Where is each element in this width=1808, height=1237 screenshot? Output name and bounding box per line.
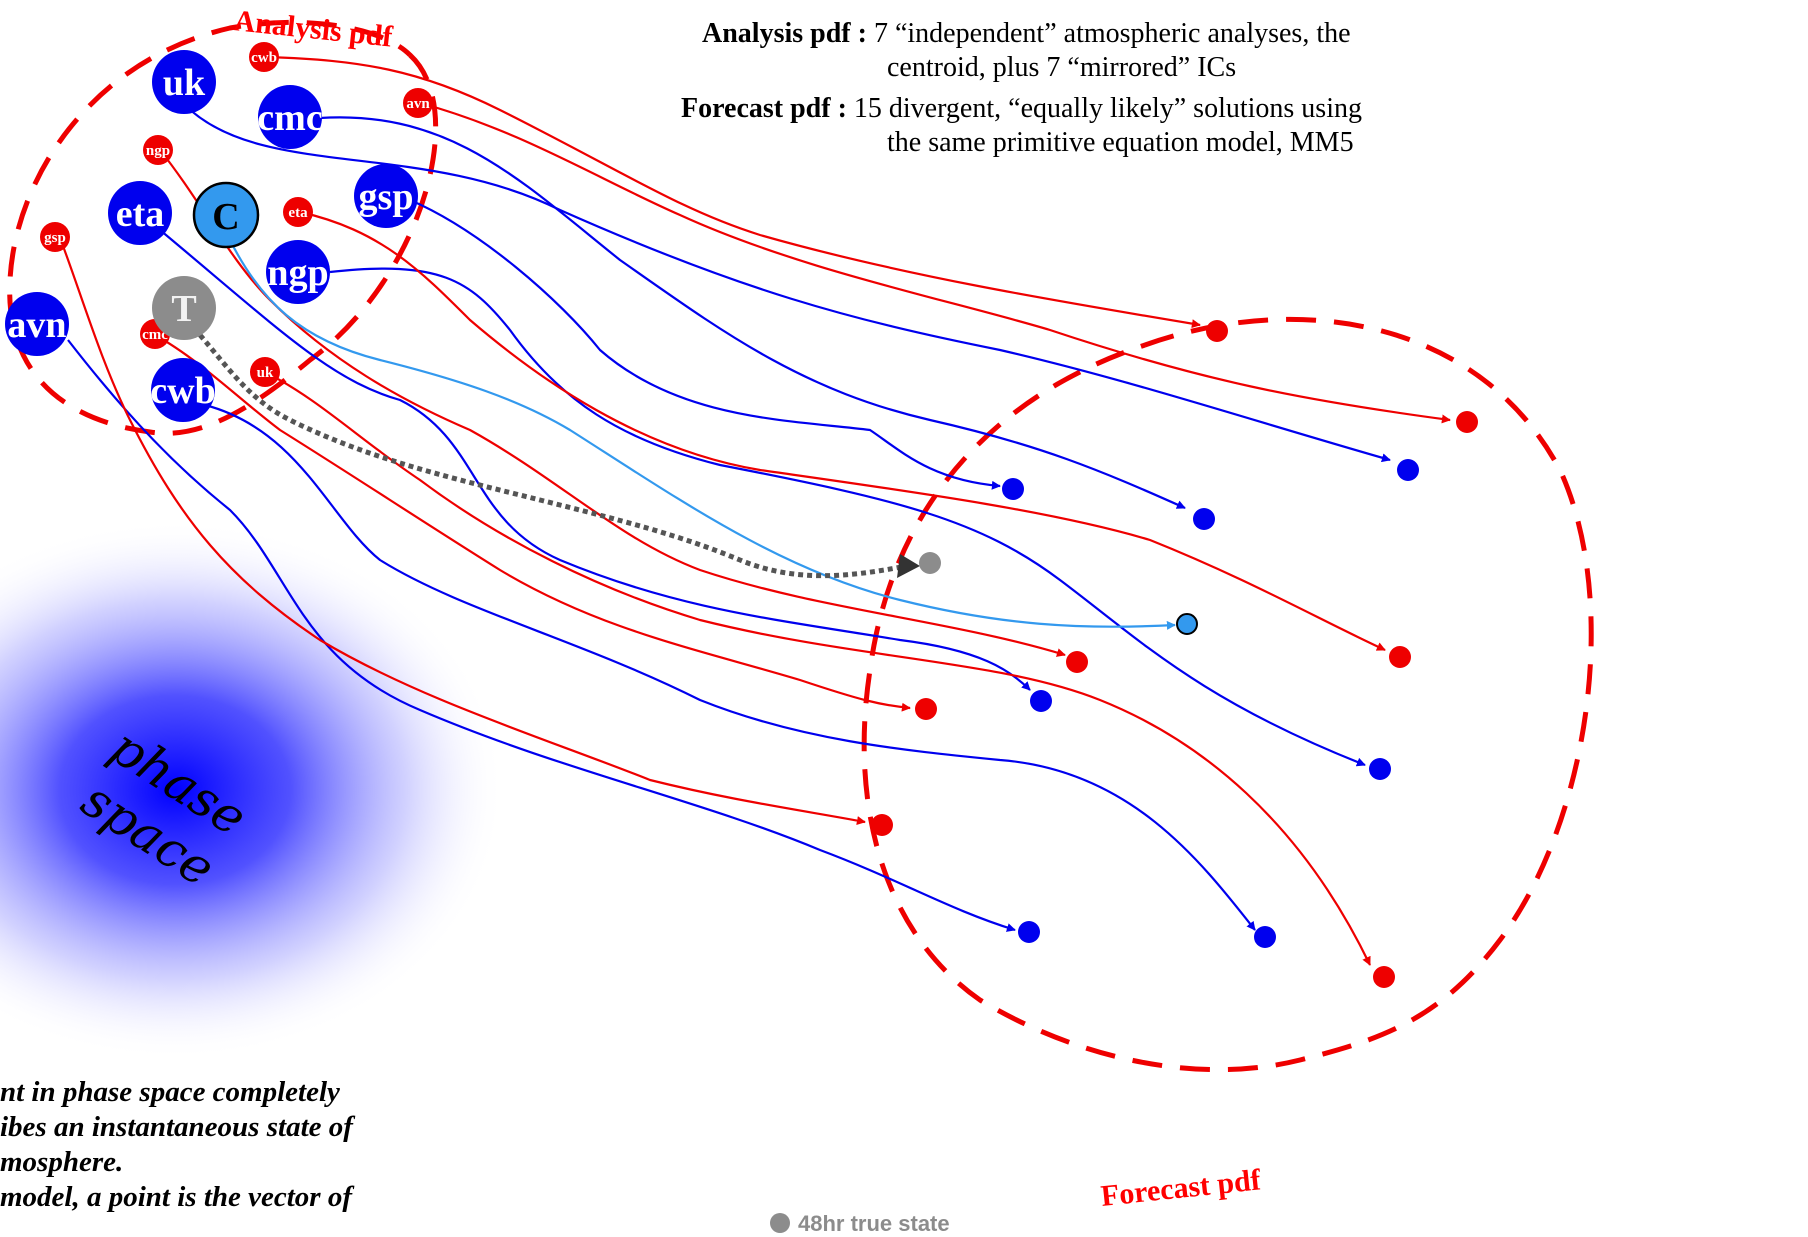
- mirrored-trajectory-eta: [299, 210, 1386, 651]
- analysis-node-gsp: gsp: [354, 164, 418, 228]
- analysis-trajectories: [67, 104, 1391, 932]
- analysis-node-cwb: cwb: [150, 358, 216, 422]
- mirrored-trajectory-cwb: [267, 55, 1201, 329]
- forecast-pdf-outline: [861, 316, 1594, 1073]
- legend-true-state: 48hr true state: [770, 1211, 950, 1237]
- analysis-node-uk: uk: [152, 50, 216, 114]
- svg-text:uk: uk: [257, 365, 274, 381]
- mirrored-node-eta: eta: [283, 197, 313, 227]
- analysis-node-ngp: ngp: [266, 240, 330, 304]
- trajectory-truth: [198, 333, 913, 579]
- analysis-desc-line2: centroid, plus 7 “mirrored” ICs: [887, 52, 1237, 83]
- svg-text:avn: avn: [7, 304, 66, 346]
- phase-space-glow: [0, 520, 505, 1060]
- endpoint-blue: [1254, 926, 1276, 948]
- svg-text:cwb: cwb: [251, 50, 277, 66]
- analysis-pdf-description: Analysis pdf : 7 “independent” atmospher…: [702, 17, 1351, 51]
- mirrored-node-avn: avn: [403, 88, 433, 118]
- endpoint-blue: [1030, 690, 1052, 712]
- endpoint-red: [915, 698, 937, 720]
- endpoint-red: [1066, 651, 1088, 673]
- analysis-node-truth: T: [152, 276, 216, 340]
- analysis-desc-continuation: centroid, plus 7 “mirrored” ICs: [887, 51, 1236, 85]
- forecast-desc-line1: 15 divergent, “equally likely” solutions…: [853, 93, 1362, 124]
- svg-text:cwb: cwb: [150, 370, 215, 412]
- endpoint-red: [1389, 646, 1411, 668]
- endpoint-blue: [1002, 478, 1024, 500]
- endpoint-truth: [919, 552, 941, 574]
- phase-space-caption: nt in phase space completely ibes an ins…: [0, 1075, 530, 1215]
- forecast-endpoints: [871, 320, 1478, 988]
- endpoint-red: [1373, 966, 1395, 988]
- endpoint-centroid: [1176, 613, 1198, 635]
- trajectory-cwb: [204, 403, 1256, 931]
- endpoint-blue: [1397, 459, 1419, 481]
- mirrored-trajectories: [58, 55, 1451, 966]
- mirrored-trajectory-avn: [419, 101, 1451, 424]
- endpoint-blue: [1369, 758, 1391, 780]
- analysis-desc-line1: 7 “independent” atmospheric analyses, th…: [873, 18, 1351, 49]
- mirrored-node-uk: uk: [250, 357, 280, 387]
- forecast-pdf-description: Forecast pdf : 15 divergent, “equally li…: [681, 92, 1362, 126]
- caption-line: ibes an instantaneous state of: [0, 1111, 353, 1143]
- svg-text:avn: avn: [406, 96, 430, 112]
- caption-line: model, a point is the vector of: [0, 1181, 352, 1213]
- trajectory-gsp: [409, 198, 1001, 490]
- endpoint-blue: [1018, 921, 1040, 943]
- caption-line: nt in phase space completely: [0, 1076, 340, 1108]
- forecast-pdf-label: Forecast pdf: [1099, 1163, 1263, 1213]
- svg-text:C: C: [212, 196, 239, 238]
- mirrored-node-ngp: ngp: [143, 135, 173, 165]
- forecast-pdf-term: Forecast pdf :: [681, 93, 847, 124]
- mirrored-trajectory-uk: [264, 371, 1371, 966]
- forecast-desc-continuation: the same primitive equation model, MM5: [887, 126, 1354, 160]
- trajectory-eta: [159, 229, 1031, 691]
- mirrored-trajectory-cmc: [154, 334, 911, 712]
- analysis-node-eta: eta: [108, 181, 172, 245]
- trajectory-uk: [184, 104, 1391, 463]
- mirrored-node-cwb: cwb: [249, 42, 279, 72]
- svg-text:cmc: cmc: [142, 327, 168, 343]
- svg-text:ngp: ngp: [146, 143, 170, 159]
- svg-text:uk: uk: [163, 62, 206, 104]
- mirrored-ic-nodes: cwb avn ngp eta gsp cmc uk: [40, 42, 433, 387]
- legend-label: 48hr true state: [798, 1211, 950, 1236]
- analysis-node-avn: avn: [5, 292, 69, 356]
- svg-text:eta: eta: [288, 205, 308, 221]
- mirrored-trajectory-gsp: [58, 237, 866, 825]
- endpoint-red: [871, 814, 893, 836]
- mirrored-node-gsp: gsp: [40, 222, 70, 252]
- trajectory-cmc: [319, 116, 1186, 510]
- analysis-node-centroid: C: [192, 181, 260, 249]
- svg-text:ngp: ngp: [267, 252, 328, 294]
- mirrored-trajectory-ngp: [159, 149, 1066, 657]
- svg-text:gsp: gsp: [359, 176, 414, 218]
- truth-arrowhead: [897, 554, 920, 578]
- endpoint-blue: [1193, 508, 1215, 530]
- true-state-dot-icon: [770, 1213, 790, 1233]
- endpoint-red: [1456, 411, 1478, 433]
- analysis-nodes: uk cmc gsp eta ngp avn cwb C: [5, 50, 418, 422]
- endpoint-red: [1206, 320, 1228, 342]
- trajectory-centroid: [229, 239, 1176, 630]
- svg-text:gsp: gsp: [44, 230, 66, 246]
- svg-text:cmc: cmc: [257, 97, 322, 139]
- trajectory-avn: [67, 339, 1016, 932]
- analysis-pdf-outline: [7, 19, 439, 436]
- analysis-pdf-term: Analysis pdf :: [702, 18, 867, 49]
- trajectory-ngp: [329, 267, 1366, 767]
- caption-line: mosphere.: [0, 1146, 124, 1178]
- forecast-desc-line2: the same primitive equation model, MM5: [887, 127, 1354, 158]
- analysis-node-cmc: cmc: [257, 85, 323, 149]
- svg-text:T: T: [171, 288, 196, 330]
- svg-text:eta: eta: [116, 193, 165, 235]
